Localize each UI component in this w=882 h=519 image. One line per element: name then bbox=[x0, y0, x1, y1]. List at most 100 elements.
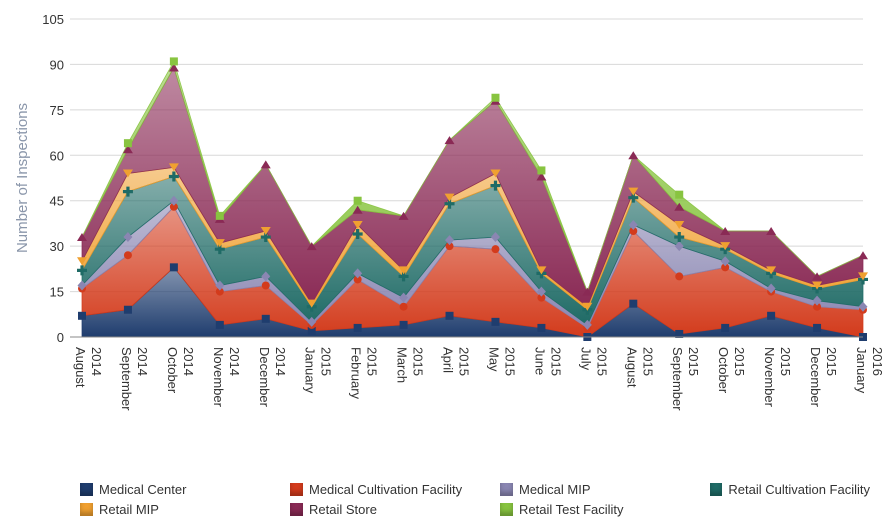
data-point bbox=[260, 227, 271, 235]
data-point bbox=[445, 235, 455, 246]
data-point bbox=[123, 305, 132, 314]
data-point bbox=[399, 320, 408, 329]
x-tick-year-label: 2015 bbox=[594, 347, 609, 376]
data-point bbox=[353, 323, 362, 332]
data-point bbox=[536, 266, 547, 275]
x-tick-label: January bbox=[303, 347, 318, 394]
data-point bbox=[168, 63, 179, 72]
data-point bbox=[629, 227, 638, 235]
data-point bbox=[445, 311, 454, 320]
data-point bbox=[674, 232, 685, 243]
x-tick-year-label: 2015 bbox=[778, 347, 793, 376]
data-point bbox=[491, 317, 500, 326]
y-tick-label: 15 bbox=[50, 285, 64, 300]
y-axis-title: Number of Inspections bbox=[14, 103, 31, 253]
x-tick-label: October bbox=[165, 347, 180, 394]
x-tick-label: August bbox=[73, 347, 88, 388]
data-point bbox=[123, 139, 132, 148]
data-point bbox=[766, 266, 777, 275]
data-point bbox=[444, 193, 455, 202]
data-point bbox=[628, 187, 639, 196]
data-point bbox=[445, 242, 454, 251]
data-point bbox=[628, 192, 639, 203]
x-tick-year-label: 2015 bbox=[411, 347, 426, 376]
data-point bbox=[306, 242, 317, 251]
data-point bbox=[675, 329, 684, 338]
data-point bbox=[215, 280, 225, 291]
data-point bbox=[122, 169, 133, 178]
data-point bbox=[721, 263, 730, 272]
data-point bbox=[858, 301, 868, 312]
data-point bbox=[490, 180, 501, 191]
data-point bbox=[536, 286, 546, 297]
data-point bbox=[78, 311, 86, 320]
y-tick-label: 75 bbox=[50, 103, 64, 118]
x-tick-year-label: 2014 bbox=[89, 347, 104, 376]
data-point bbox=[537, 323, 546, 332]
data-point bbox=[444, 136, 455, 145]
data-point bbox=[582, 302, 593, 311]
x-tick-label: September bbox=[670, 347, 685, 411]
x-tick-label: March bbox=[395, 347, 410, 383]
data-point bbox=[215, 211, 224, 220]
data-point bbox=[674, 220, 685, 229]
data-point bbox=[582, 287, 593, 296]
data-point bbox=[675, 190, 684, 199]
x-tick-year-label: 2015 bbox=[824, 347, 839, 376]
data-point bbox=[306, 299, 317, 308]
data-point bbox=[169, 202, 178, 211]
x-tick-year-label: 2015 bbox=[732, 347, 747, 376]
data-point bbox=[720, 242, 731, 251]
data-point bbox=[122, 186, 133, 197]
data-point bbox=[674, 241, 684, 252]
data-point bbox=[813, 302, 822, 311]
x-tick-label: May bbox=[486, 347, 501, 372]
x-tick-year-label: 2015 bbox=[548, 347, 563, 376]
data-point bbox=[858, 272, 868, 281]
data-point bbox=[858, 251, 868, 260]
data-point bbox=[169, 57, 178, 66]
data-point bbox=[398, 211, 409, 220]
x-tick-year-label: 2014 bbox=[227, 347, 242, 376]
data-point bbox=[352, 220, 363, 229]
data-point bbox=[307, 316, 317, 327]
data-point bbox=[398, 266, 409, 275]
data-point bbox=[77, 280, 87, 291]
x-tick-year-label: 2015 bbox=[686, 347, 701, 376]
x-tick-year-label: 2015 bbox=[365, 347, 380, 376]
data-point bbox=[628, 219, 638, 230]
x-tick-label: February bbox=[349, 347, 364, 400]
data-point bbox=[260, 232, 271, 243]
x-tick-year-label: 2014 bbox=[135, 347, 150, 376]
data-point bbox=[720, 227, 731, 235]
data-point bbox=[261, 281, 270, 290]
data-point bbox=[629, 299, 638, 308]
data-point bbox=[123, 232, 133, 243]
data-point bbox=[720, 256, 730, 267]
x-tick-label: August bbox=[624, 347, 639, 388]
data-point bbox=[444, 198, 455, 209]
data-point bbox=[353, 196, 362, 205]
data-point bbox=[215, 320, 224, 329]
data-point bbox=[490, 169, 501, 178]
x-tick-year-label: 2014 bbox=[273, 347, 288, 376]
x-tick-label: September bbox=[119, 347, 134, 411]
data-point bbox=[399, 292, 409, 303]
x-tick-year-label: 2015 bbox=[502, 347, 517, 376]
data-point bbox=[122, 145, 133, 154]
x-tick-label: December bbox=[257, 347, 272, 408]
data-point bbox=[77, 257, 87, 266]
data-point bbox=[214, 244, 225, 255]
y-tick-label: 90 bbox=[50, 57, 64, 72]
x-tick-label: October bbox=[716, 347, 731, 394]
data-point bbox=[766, 227, 777, 235]
data-point bbox=[352, 229, 363, 240]
x-tick-year-label: 2016 bbox=[870, 347, 882, 376]
x-tick-label: November bbox=[211, 347, 226, 408]
data-point bbox=[537, 166, 546, 175]
data-point bbox=[77, 233, 87, 242]
data-point bbox=[721, 323, 730, 332]
data-point bbox=[536, 172, 547, 181]
data-point bbox=[491, 245, 500, 254]
